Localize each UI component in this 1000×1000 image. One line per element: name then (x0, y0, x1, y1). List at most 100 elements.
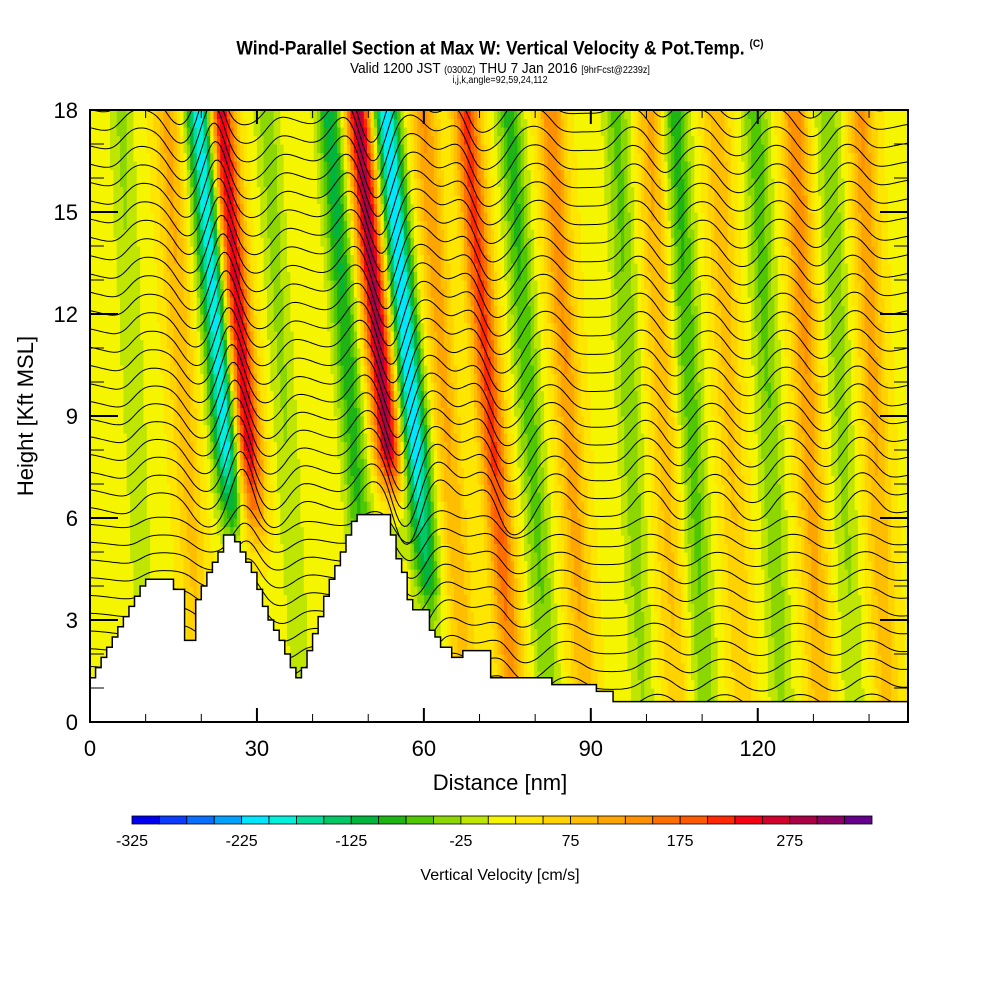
velocity-cell (757, 586, 762, 596)
velocity-cell (857, 628, 862, 638)
velocity-cell (307, 586, 311, 596)
velocity-cell (691, 569, 695, 579)
velocity-cell (654, 645, 659, 655)
velocity-cell (741, 654, 745, 664)
velocity-cell (477, 577, 482, 587)
velocity-cell (757, 577, 762, 587)
velocity-cell (550, 569, 555, 579)
velocity-cell (403, 560, 408, 570)
velocity-cell (544, 586, 548, 596)
velocity-cell (280, 594, 285, 604)
velocity-cell (423, 552, 428, 562)
velocity-cell (857, 662, 862, 672)
velocity-cell (684, 688, 689, 698)
velocity-cell (660, 671, 665, 681)
velocity-cell (487, 620, 492, 630)
velocity-cell (901, 577, 906, 587)
velocity-cell (717, 552, 722, 562)
velocity-cell (787, 603, 792, 613)
velocity-cell (861, 645, 866, 655)
velocity-cell (153, 560, 158, 570)
velocity-cell (854, 560, 859, 570)
velocity-cell (206, 543, 211, 553)
velocity-cell (751, 628, 755, 638)
velocity-cell (744, 594, 749, 604)
velocity-cell (817, 688, 822, 698)
velocity-cell (440, 586, 445, 596)
velocity-cell (527, 594, 532, 604)
velocity-cell (183, 543, 188, 553)
velocity-cell (430, 552, 435, 562)
velocity-cell (527, 552, 532, 562)
velocity-cell (170, 569, 174, 579)
velocity-cell (767, 552, 772, 562)
velocity-cell (590, 586, 595, 596)
velocity-cell (784, 637, 789, 647)
velocity-cell (667, 586, 672, 596)
velocity-cell (871, 569, 876, 579)
velocity-cell (277, 552, 281, 562)
velocity-cell (717, 603, 722, 613)
velocity-cell (587, 662, 592, 672)
velocity-cell (407, 586, 412, 596)
velocity-cell (470, 569, 475, 579)
velocity-cell (721, 611, 725, 621)
velocity-cell (277, 577, 281, 587)
velocity-cell (580, 594, 585, 604)
velocity-cell (500, 569, 505, 579)
velocity-cell (614, 679, 619, 689)
velocity-cell (630, 628, 635, 638)
velocity-cell (714, 688, 719, 698)
velocity-cell (120, 543, 124, 553)
velocity-cell (260, 577, 265, 587)
velocity-cell (280, 569, 285, 579)
velocity-cell (273, 594, 278, 604)
velocity-cell (297, 662, 301, 672)
velocity-cell (751, 688, 755, 698)
velocity-cell (283, 586, 288, 596)
velocity-cell (430, 611, 435, 621)
velocity-cell (884, 569, 889, 579)
velocity-cell (160, 569, 164, 579)
velocity-cell (574, 552, 578, 562)
velocity-cell (857, 569, 862, 579)
velocity-cell (667, 603, 672, 613)
velocity-cell (300, 577, 305, 587)
velocity-cell (100, 577, 104, 587)
velocity-cell (557, 628, 562, 638)
velocity-cell (143, 569, 148, 579)
velocity-cell (821, 671, 826, 681)
velocity-cell (797, 552, 802, 562)
velocity-cell (587, 560, 592, 570)
velocity-cell (764, 679, 769, 689)
velocity-cell (767, 620, 772, 630)
velocity-cell (757, 654, 762, 664)
velocity-cell (647, 569, 652, 579)
velocity-cell (130, 552, 134, 562)
velocity-cell (754, 637, 759, 647)
velocity-cell (857, 552, 862, 562)
velocity-cell (894, 569, 899, 579)
velocity-cell (817, 603, 822, 613)
velocity-cell (123, 569, 128, 579)
velocity-cell (681, 645, 685, 655)
velocity-cell (133, 569, 138, 579)
velocity-cell (120, 586, 124, 596)
velocity-cell (200, 569, 205, 579)
velocity-cell (130, 594, 134, 604)
velocity-cell (847, 679, 852, 689)
velocity-cell (440, 611, 445, 621)
velocity-cell (607, 611, 612, 621)
velocity-cell (624, 679, 629, 689)
velocity-cell (784, 671, 789, 681)
velocity-cell (307, 603, 311, 613)
velocity-cell (891, 654, 896, 664)
velocity-cell (90, 594, 94, 604)
velocity-cell (841, 611, 846, 621)
velocity-cell (784, 594, 789, 604)
velocity-cell (724, 645, 729, 655)
velocity-cell (701, 603, 705, 613)
velocity-cell (754, 569, 759, 579)
velocity-cell (851, 586, 856, 596)
velocity-cell (557, 586, 562, 596)
